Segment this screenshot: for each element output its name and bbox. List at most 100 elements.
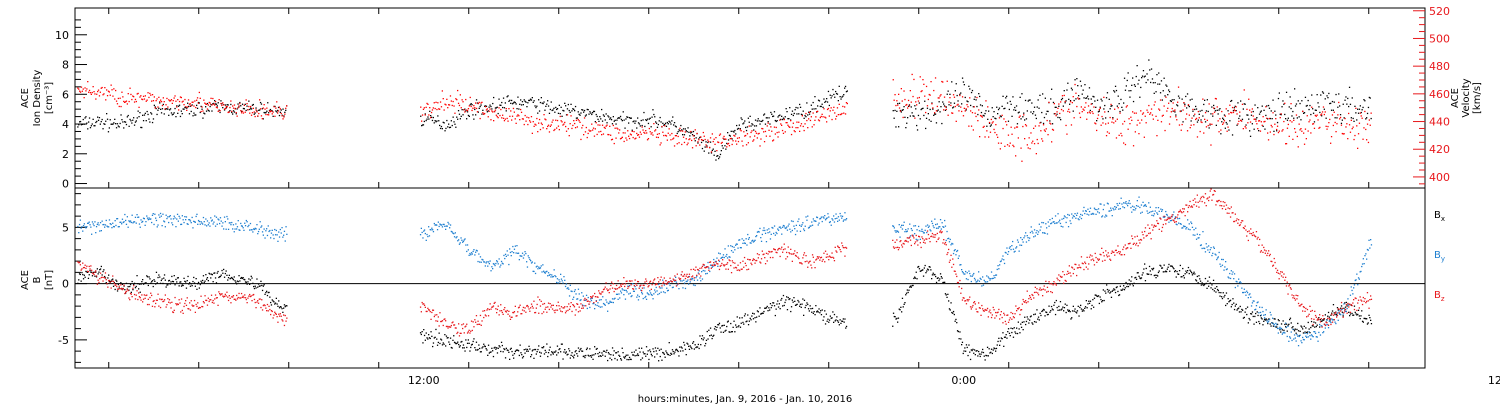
bx-point <box>702 339 704 341</box>
by-point <box>666 287 668 289</box>
velocity-point <box>670 139 672 141</box>
bx-point <box>552 353 554 355</box>
by-point <box>924 229 926 231</box>
density-point <box>79 121 81 123</box>
velocity-point <box>266 107 268 109</box>
by-point <box>449 224 452 226</box>
by-point <box>516 245 518 247</box>
by-point <box>1012 248 1015 250</box>
velocity-point <box>630 134 632 136</box>
density-point <box>175 116 177 118</box>
velocity-point <box>1112 118 1114 120</box>
bx-point <box>251 277 253 279</box>
velocity-point <box>1274 123 1276 125</box>
velocity-point <box>1122 123 1124 125</box>
velocity-point <box>140 95 142 97</box>
density-point <box>256 110 258 112</box>
by-point <box>971 275 973 277</box>
velocity-point <box>1060 108 1063 111</box>
bx-point <box>1279 329 1281 331</box>
velocity-point <box>915 101 917 103</box>
velocity-point <box>913 78 915 81</box>
density-point <box>86 122 88 124</box>
density-point <box>152 118 155 120</box>
velocity-point <box>1143 136 1145 138</box>
velocity-point <box>712 140 714 143</box>
density-point <box>475 99 478 101</box>
velocity-point <box>996 134 998 136</box>
density-point <box>229 110 231 112</box>
velocity-point <box>495 114 497 116</box>
bx-point <box>220 274 222 276</box>
bx-point <box>1204 283 1206 285</box>
density-point <box>1068 98 1070 100</box>
velocity-point <box>1315 115 1317 117</box>
density-point <box>912 115 914 117</box>
velocity-point <box>1102 122 1104 124</box>
density-point <box>803 117 805 119</box>
by-point <box>581 304 584 306</box>
density-point <box>994 117 996 119</box>
velocity-point <box>1022 125 1024 128</box>
bx-point <box>1177 273 1179 275</box>
velocity-point <box>159 101 161 103</box>
bx-point <box>525 348 527 350</box>
velocity-point <box>1118 134 1120 136</box>
velocity-point <box>975 115 977 118</box>
velocity-point <box>123 100 125 103</box>
bx-point <box>177 277 179 279</box>
by-point <box>445 228 447 230</box>
velocity-point <box>549 125 551 127</box>
density-point <box>1178 97 1181 99</box>
bx-point <box>1213 290 1215 292</box>
velocity-point <box>711 133 713 135</box>
by-point <box>274 234 277 236</box>
bx-point <box>972 348 974 350</box>
bx-point <box>1068 309 1070 312</box>
bx-point <box>946 296 948 298</box>
velocity-point <box>434 107 436 110</box>
density-point <box>979 104 982 106</box>
by-point <box>650 293 652 296</box>
velocity-point <box>487 116 489 118</box>
velocity-point <box>1297 146 1299 148</box>
bx-point <box>556 354 558 356</box>
velocity-point <box>178 109 180 111</box>
density-point <box>500 104 502 106</box>
bx-point <box>1033 313 1035 316</box>
bx-point <box>894 316 896 318</box>
velocity-point <box>604 127 606 129</box>
by-point <box>1042 222 1045 224</box>
bx-point <box>444 334 446 336</box>
by-point <box>973 277 976 280</box>
by-point <box>266 234 269 237</box>
by-point <box>134 216 137 218</box>
by-point <box>822 216 824 218</box>
by-point <box>914 233 916 235</box>
velocity-point <box>1267 132 1269 134</box>
bx-point <box>481 347 483 349</box>
velocity-point <box>496 115 498 118</box>
bx-point <box>997 340 999 343</box>
bx-point <box>825 313 827 315</box>
density-point <box>1263 109 1265 111</box>
by-point <box>276 234 278 236</box>
by-point <box>508 263 510 266</box>
density-point <box>939 111 941 113</box>
bx-point <box>758 315 760 317</box>
bx-point <box>1170 265 1173 267</box>
density-point <box>907 105 910 107</box>
by-point <box>249 222 252 225</box>
by-point <box>171 222 173 224</box>
velocity-point <box>709 146 711 149</box>
velocity-point <box>478 101 480 104</box>
velocity-point <box>188 103 191 105</box>
density-point <box>559 113 561 115</box>
density-point <box>1098 110 1100 112</box>
density-point <box>944 109 947 111</box>
bx-point <box>1000 337 1002 339</box>
bx-point <box>195 278 197 280</box>
density-point <box>632 121 634 123</box>
velocity-point <box>547 124 550 126</box>
density-point <box>1315 109 1317 111</box>
